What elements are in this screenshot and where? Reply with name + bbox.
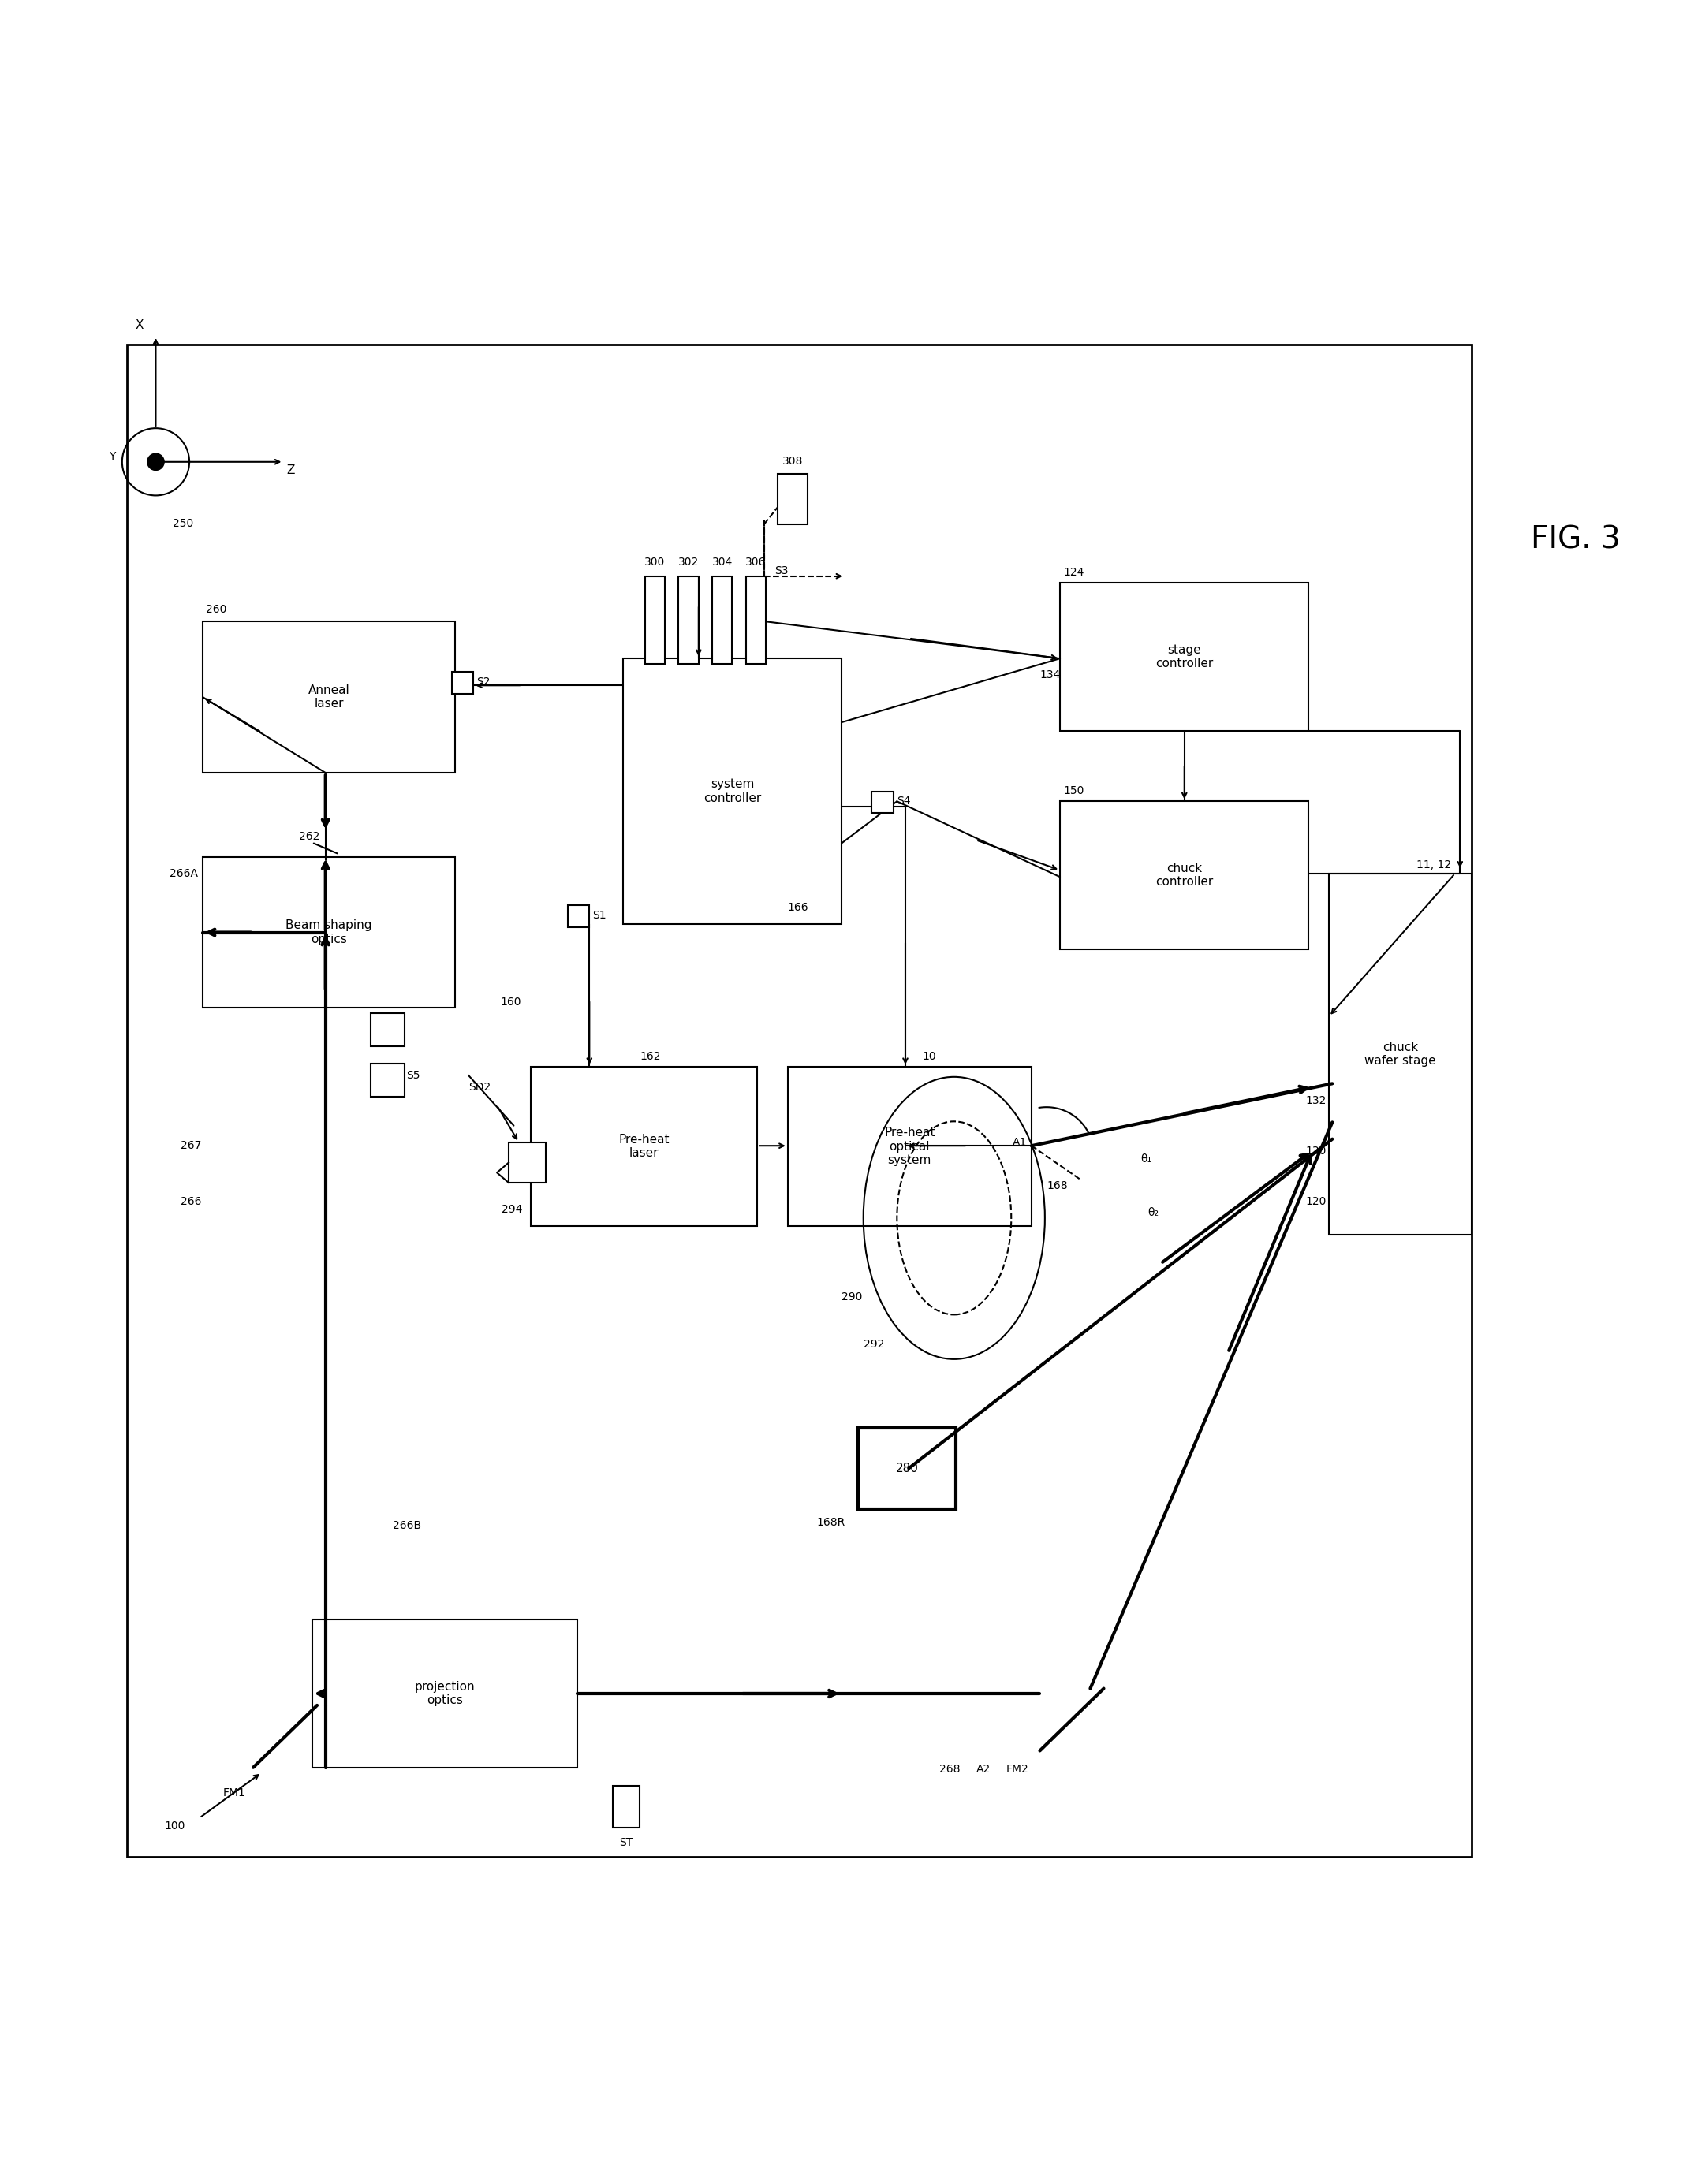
Bar <box>202 856 454 1009</box>
Circle shape <box>148 454 165 470</box>
Text: 10: 10 <box>922 1051 936 1061</box>
Bar <box>778 474 808 524</box>
Text: projection
optics: projection optics <box>414 1682 475 1706</box>
Text: 150: 150 <box>1064 786 1084 797</box>
Text: S2: S2 <box>476 677 490 688</box>
Text: θ₂: θ₂ <box>1148 1208 1158 1219</box>
Text: Beam shaping
optics: Beam shaping optics <box>286 919 372 946</box>
Text: 290: 290 <box>842 1291 862 1302</box>
Text: 124: 124 <box>1064 568 1084 579</box>
Text: θ₁: θ₁ <box>1141 1153 1151 1164</box>
Text: stage
controller: stage controller <box>1156 644 1213 670</box>
Bar <box>788 1066 1032 1227</box>
Text: 266: 266 <box>182 1195 202 1208</box>
Text: 260: 260 <box>205 603 227 614</box>
Bar <box>678 577 698 664</box>
Text: chuck
wafer stage: chuck wafer stage <box>1365 1042 1436 1068</box>
Bar <box>311 1621 577 1767</box>
Text: 168R: 168R <box>816 1516 845 1527</box>
Text: S1: S1 <box>592 911 606 922</box>
Text: 266A: 266A <box>170 867 197 880</box>
Bar <box>858 1428 956 1509</box>
Bar <box>872 791 894 812</box>
Text: Pre-heat
optical
system: Pre-heat optical system <box>884 1127 936 1166</box>
Text: 308: 308 <box>783 456 803 467</box>
Text: 130: 130 <box>1306 1144 1326 1155</box>
Bar <box>1060 802 1309 950</box>
Text: Pre-heat
laser: Pre-heat laser <box>619 1133 670 1160</box>
Bar <box>451 673 473 695</box>
Bar <box>128 345 1473 1856</box>
Text: FM1: FM1 <box>222 1787 246 1797</box>
Text: 294: 294 <box>502 1203 523 1214</box>
Text: 302: 302 <box>678 557 698 568</box>
Bar <box>508 1142 545 1184</box>
Text: chuck
controller: chuck controller <box>1156 863 1213 889</box>
Text: A2: A2 <box>976 1765 990 1776</box>
Text: A1: A1 <box>1013 1138 1027 1149</box>
Text: S5: S5 <box>406 1070 421 1081</box>
Bar <box>202 622 454 773</box>
Bar <box>380 1066 402 1088</box>
Text: 120: 120 <box>1306 1195 1326 1208</box>
Text: ST: ST <box>619 1837 633 1848</box>
Text: Y: Y <box>109 452 116 463</box>
Text: FM2: FM2 <box>1006 1765 1028 1776</box>
Text: FIG. 3: FIG. 3 <box>1530 524 1621 555</box>
Bar <box>623 657 842 924</box>
Bar <box>496 1009 1077 1251</box>
Text: 134: 134 <box>1040 670 1060 681</box>
Text: SD2: SD2 <box>468 1081 491 1092</box>
Bar <box>746 577 766 664</box>
Bar <box>370 1064 404 1096</box>
Text: 306: 306 <box>746 557 766 568</box>
Text: 100: 100 <box>165 1821 185 1832</box>
Bar <box>370 1013 404 1046</box>
Bar <box>1060 583 1309 732</box>
Bar <box>567 906 589 928</box>
Text: S3: S3 <box>774 566 788 577</box>
Text: 132: 132 <box>1306 1094 1326 1105</box>
Text: 304: 304 <box>712 557 732 568</box>
Text: 166: 166 <box>788 902 810 913</box>
Bar <box>712 577 732 664</box>
Bar <box>1330 874 1473 1234</box>
Text: 168: 168 <box>1047 1182 1067 1192</box>
Text: 292: 292 <box>863 1339 884 1350</box>
Bar <box>645 577 665 664</box>
Bar <box>613 1787 640 1828</box>
Text: 300: 300 <box>645 557 665 568</box>
Bar <box>530 1066 757 1227</box>
Text: 11, 12: 11, 12 <box>1417 858 1451 869</box>
Bar <box>170 529 539 1109</box>
Text: Anneal
laser: Anneal laser <box>308 684 350 710</box>
Text: S4: S4 <box>897 795 911 806</box>
Text: X: X <box>136 319 143 330</box>
Text: 280: 280 <box>895 1463 919 1474</box>
Text: 266B: 266B <box>392 1520 421 1531</box>
Text: 268: 268 <box>939 1765 959 1776</box>
Text: 160: 160 <box>500 996 522 1009</box>
Text: 162: 162 <box>640 1051 661 1061</box>
Text: system
controller: system controller <box>703 778 761 804</box>
Text: 262: 262 <box>298 832 320 843</box>
Text: Z: Z <box>286 465 295 476</box>
Text: 250: 250 <box>173 518 194 529</box>
Text: 267: 267 <box>182 1140 202 1151</box>
